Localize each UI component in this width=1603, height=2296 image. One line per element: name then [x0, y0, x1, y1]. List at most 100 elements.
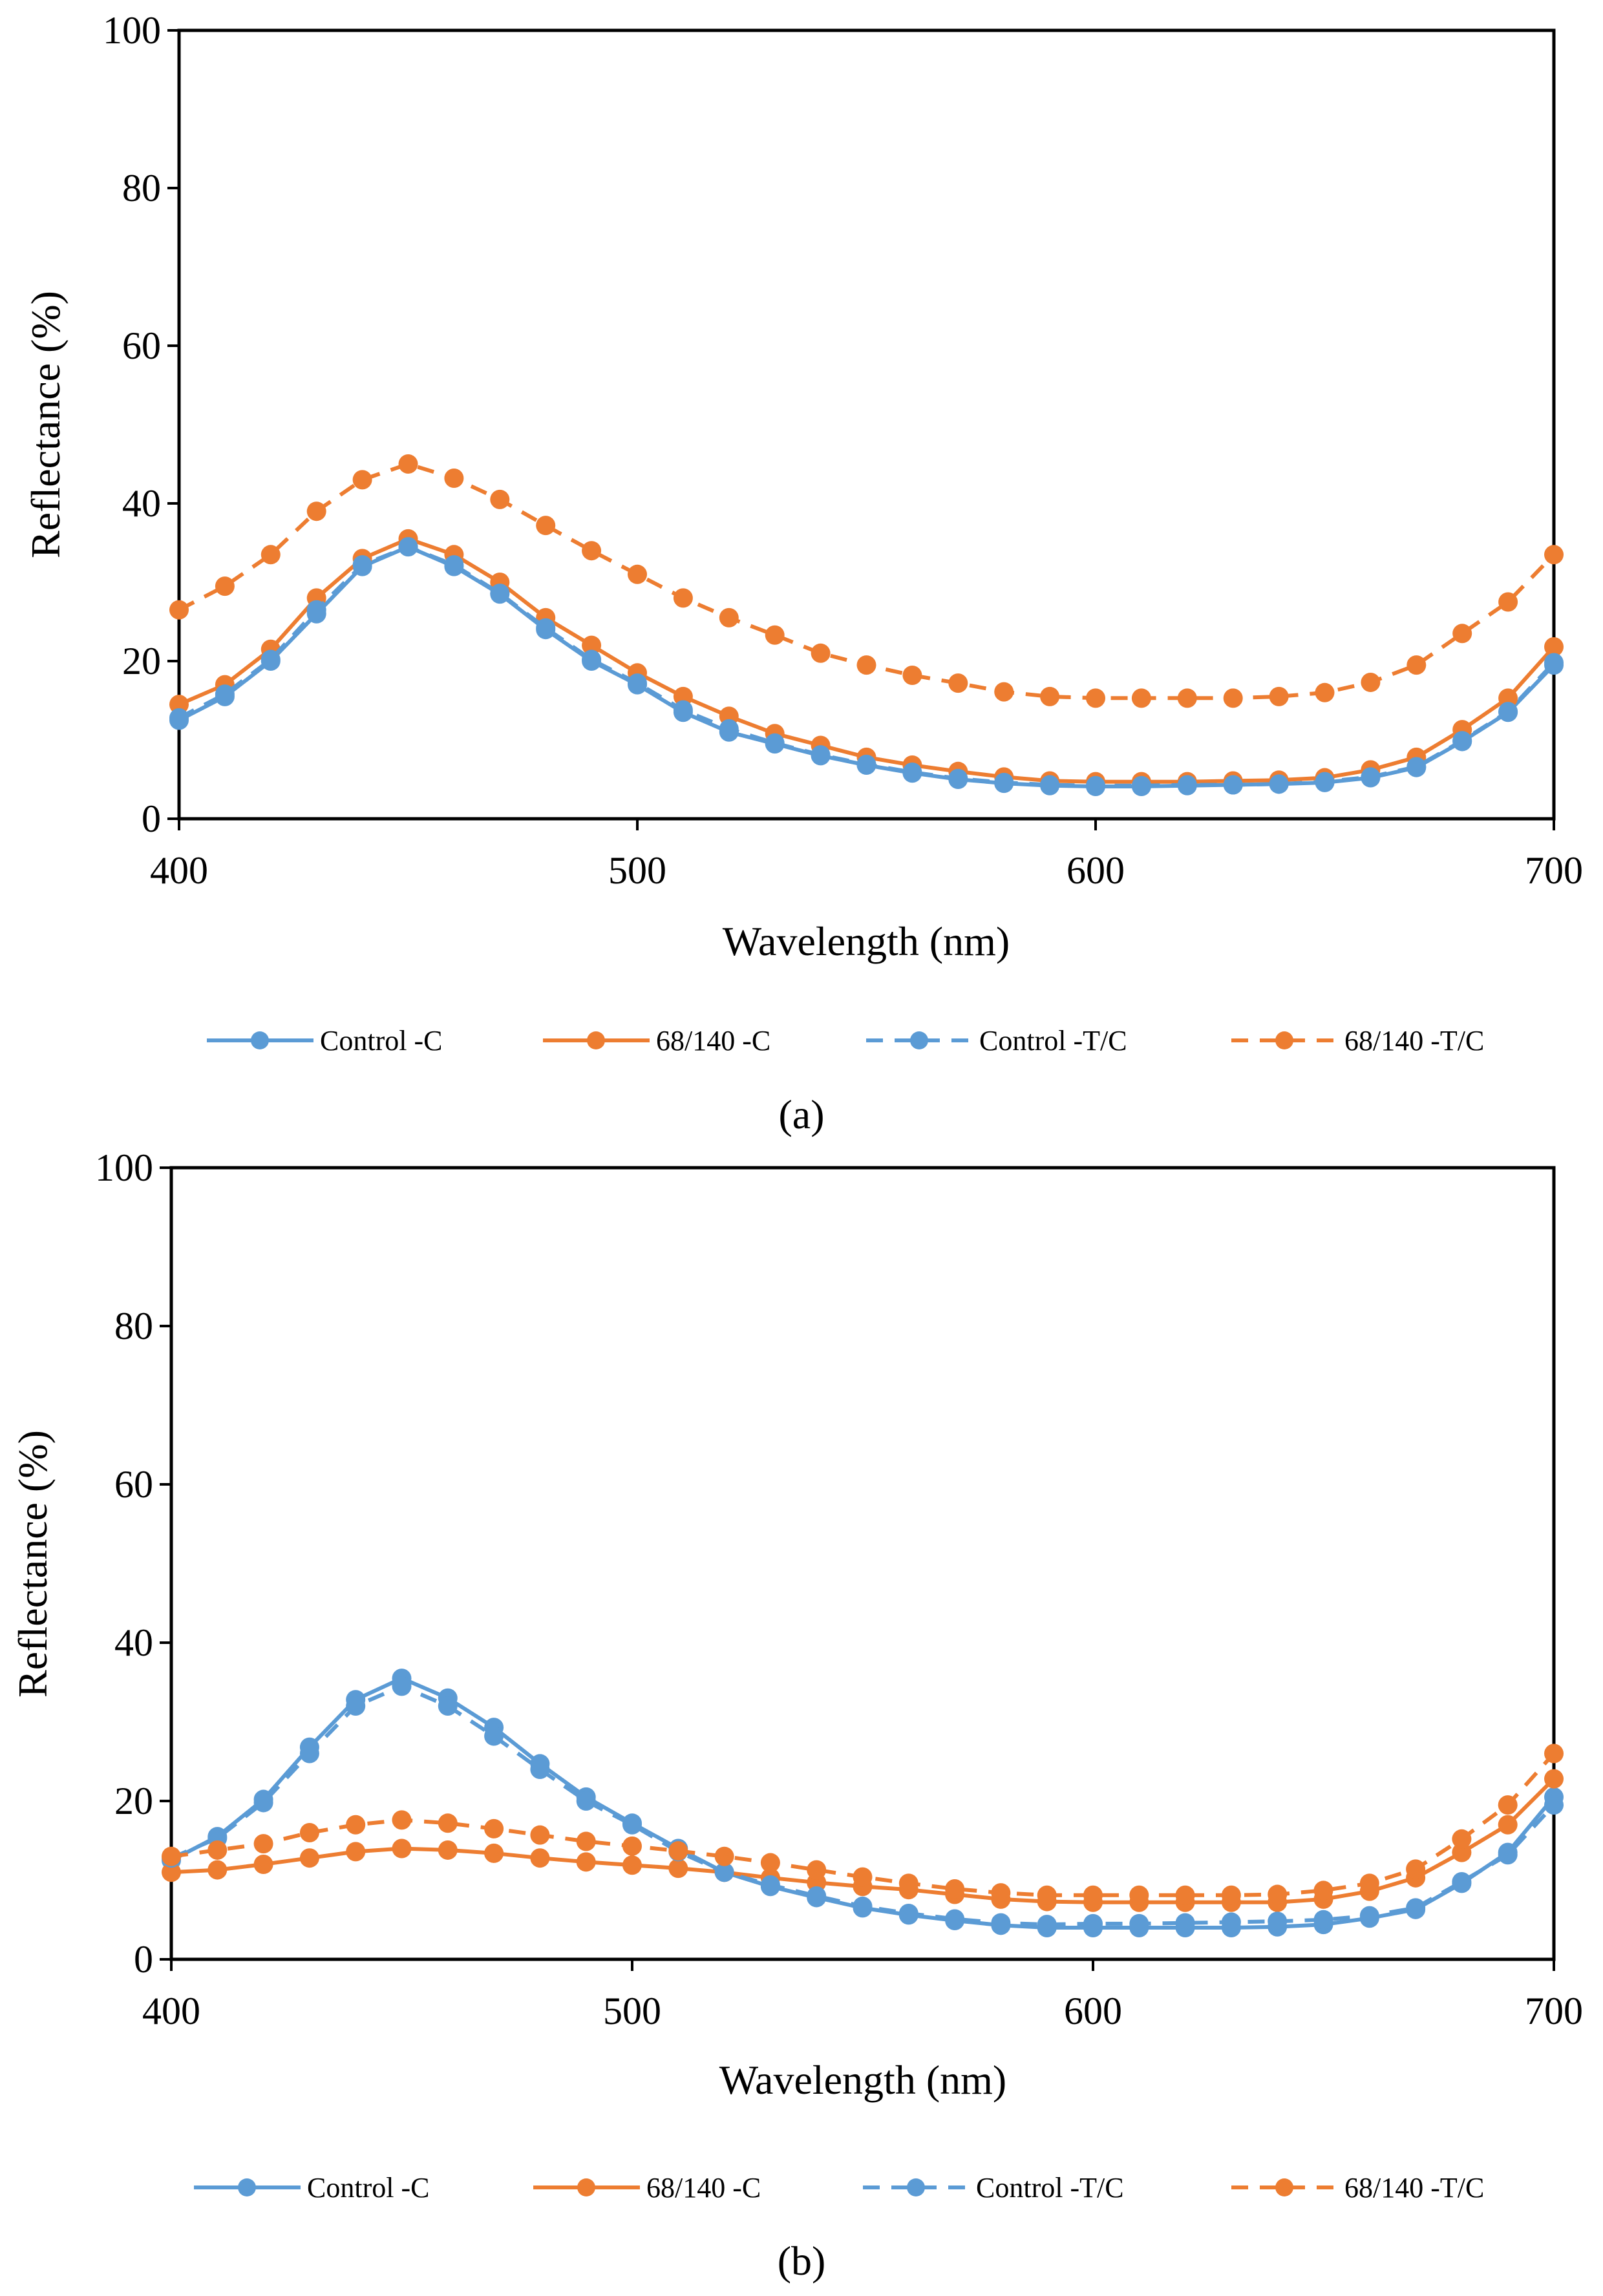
y-axis-label: Reflectance (%) [10, 1430, 56, 1698]
x-tick-label: 500 [603, 1990, 661, 2032]
series-3-point [622, 1836, 642, 1856]
series-3-point [1544, 1743, 1564, 1764]
series-1-point [582, 635, 602, 655]
panel-label-a: (a) [778, 1091, 824, 1137]
series-3-point [902, 665, 922, 685]
series-1-point [1544, 637, 1564, 657]
series-3-point [856, 655, 876, 675]
y-tick-label: 100 [95, 1146, 153, 1189]
series-2-point [352, 555, 372, 575]
legend-label: Control -T/C [979, 1025, 1127, 1057]
series-2-point [1359, 1906, 1379, 1926]
series-2-point [628, 673, 647, 693]
series-2-point [902, 763, 922, 783]
y-tick-label: 80 [114, 1305, 153, 1347]
series-2-point [807, 1886, 827, 1906]
series-3-point [628, 564, 647, 584]
series-2-point [444, 555, 464, 575]
series-3-point [1498, 592, 1518, 612]
panel-label-b: (b) [778, 2238, 826, 2284]
series-2-point [576, 1791, 596, 1811]
series-3-point [898, 1873, 918, 1893]
series-2-point [1040, 775, 1060, 795]
series-3-point [994, 682, 1014, 702]
series-3-point [1407, 655, 1427, 675]
x-tick-label: 600 [1064, 1990, 1122, 2032]
series-3-point [530, 1825, 550, 1845]
series-2-point [582, 649, 602, 669]
series-2-point [1313, 1910, 1333, 1930]
series-2-point [1452, 1871, 1472, 1891]
series-3-point [719, 607, 739, 627]
series-2-point [215, 684, 235, 704]
series-3-point [1037, 1885, 1057, 1905]
series-3-point [1452, 1829, 1472, 1849]
series-2-point [1452, 731, 1472, 751]
series-2-point [856, 754, 876, 774]
series-3-point [444, 468, 464, 488]
plot-frame [169, 1166, 1556, 1961]
x-tick-label: 400 [142, 1990, 200, 2032]
series-2-point [1544, 653, 1564, 673]
series-3-point [582, 541, 602, 561]
series-2-point [1268, 1912, 1288, 1932]
legend-swatch-marker [238, 2178, 256, 2196]
series-2-point [530, 1760, 550, 1779]
series-2-point [760, 1875, 780, 1895]
legend-swatch-marker [1275, 1031, 1293, 1049]
series-2-point [811, 745, 831, 765]
series-3-point [162, 1846, 181, 1866]
y-tick-label: 20 [114, 1780, 153, 1822]
series-3-point [1406, 1859, 1426, 1879]
y-tick-label: 0 [134, 1938, 153, 1981]
series-2-point [1361, 767, 1381, 787]
series-2-point [398, 537, 418, 557]
y-tick-label: 20 [122, 640, 161, 682]
series-2-point [1177, 775, 1197, 795]
x-tick-label: 700 [1525, 849, 1583, 892]
series-3-point [1498, 1795, 1518, 1815]
legend-label: 68/140 -C [646, 2172, 761, 2204]
series-1-point [576, 1852, 596, 1872]
series-1-point [1498, 688, 1518, 708]
series-3-point [484, 1818, 504, 1838]
series-2-point [1131, 775, 1151, 795]
series-3-point [576, 1831, 596, 1851]
series-3-point [306, 501, 326, 521]
legend-swatch-marker [577, 2178, 595, 2196]
series-3-point [398, 454, 418, 474]
series-1-point [346, 1842, 366, 1862]
series-3-point [392, 1810, 412, 1830]
x-axis-label: Wavelength (nm) [723, 918, 1010, 964]
series-1-point [1452, 1842, 1472, 1862]
series-2-point [1083, 1913, 1103, 1933]
series-3-point [1544, 545, 1564, 565]
series-2-point [948, 768, 968, 788]
x-tick-label: 500 [608, 849, 666, 892]
series-3-point [346, 1815, 366, 1835]
series-layer [162, 1669, 1564, 1937]
series-1-point [253, 1855, 273, 1874]
y-tick-label: 0 [142, 797, 161, 840]
series-3-point [991, 1883, 1011, 1903]
series-2-point [714, 1862, 734, 1882]
series-2-point [765, 733, 785, 753]
x-axis-label: Wavelength (nm) [719, 2057, 1006, 2103]
series-2-point [853, 1896, 873, 1916]
series-3-point [811, 643, 831, 663]
y-tick-label: 40 [122, 482, 161, 525]
series-3-point [352, 470, 372, 490]
series-2-point [1407, 757, 1427, 777]
series-3-point [1268, 1884, 1288, 1904]
legend-swatch-marker [910, 1031, 928, 1049]
series-1-point [162, 1862, 181, 1882]
series-2-point [1544, 1795, 1564, 1815]
series-3-point [253, 1834, 273, 1854]
legend: Control -C 68/140 -C Control -T/C 68/140 -T… [194, 2172, 1484, 2204]
legend-label: Control -C [320, 1025, 442, 1057]
series-1-point [392, 1838, 412, 1859]
series-2-point [1223, 775, 1243, 795]
series-1-point [1544, 1769, 1564, 1789]
series-3-point [760, 1853, 780, 1873]
series-1-point [1498, 1815, 1518, 1835]
